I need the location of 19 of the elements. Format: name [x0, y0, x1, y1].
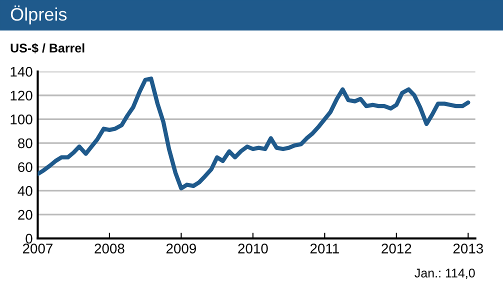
line-series [38, 76, 470, 190]
y-tick-label: 40 [18, 186, 32, 196]
x-tick-label: 2007 [22, 244, 52, 254]
y-tick-label: 60 [18, 162, 32, 172]
x-tick-label: 2010 [238, 244, 268, 254]
y-tick-label: 80 [18, 138, 32, 148]
text: Jan.: 114,0 [414, 268, 475, 279]
x-tick-label: 2008 [94, 244, 124, 254]
x-tick-label: 2009 [166, 244, 196, 254]
y-tick-label: 20 [18, 210, 32, 220]
x-tick-label: 2013 [453, 244, 483, 254]
y-tick-label: 120 [10, 90, 32, 101]
y-tick-label: 0 [26, 234, 32, 244]
y-tick-label: 100 [10, 114, 32, 124]
y-axis-title: US-$ / Barrel [10, 43, 84, 54]
x-tick-label: 2012 [382, 244, 412, 254]
y-tick-label: 140 [10, 66, 32, 77]
chart-title: Ölpreis [10, 5, 67, 24]
x-tick-label: 2011 [310, 244, 339, 254]
